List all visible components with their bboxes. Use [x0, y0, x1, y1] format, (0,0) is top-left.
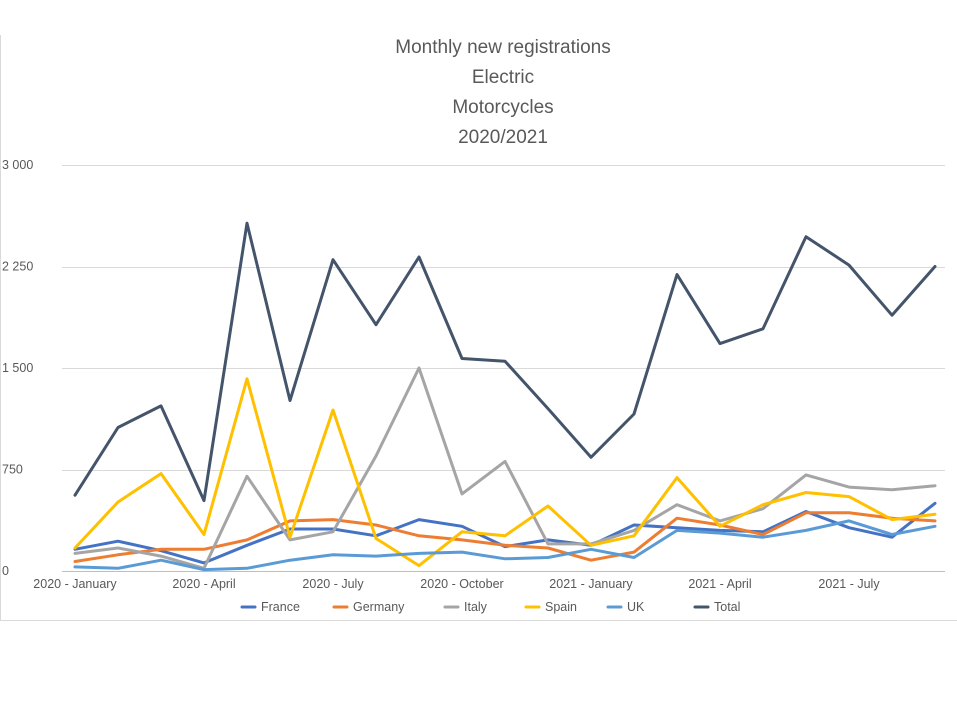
x-axis-ticks: 2020 - January 2020 - April 2020 - July 202… [33, 577, 880, 591]
y-tick-label: 2 250 [2, 260, 33, 274]
chart-title-line-1: Monthly new registrations [395, 37, 610, 58]
y-tick-label: 0 [2, 564, 9, 578]
legend-label-germany: Germany [353, 600, 405, 614]
chart-title-line-4: 2020/2021 [458, 127, 548, 148]
series-line-germany [73, 511, 937, 563]
y-tick-label: 1 500 [2, 361, 33, 375]
series-line-spain [73, 377, 937, 568]
y-axis-ticks: 0 750 1 500 2 250 3 000 [2, 158, 33, 578]
x-tick-label: 2020 - October [420, 577, 503, 591]
y-tick-label: 3 000 [2, 158, 33, 172]
chart-title-line-2: Electric [472, 67, 534, 88]
x-tick-label: 2021 - July [818, 577, 880, 591]
y-tick-label: 750 [2, 463, 23, 477]
series-line-total [73, 221, 937, 503]
legend-label-total: Total [714, 600, 740, 614]
x-tick-label: 2021 - January [549, 577, 633, 591]
gridlines [62, 165, 945, 572]
x-tick-label: 2020 - July [302, 577, 364, 591]
legend-label-uk: UK [627, 600, 645, 614]
x-tick-label: 2020 - January [33, 577, 117, 591]
chart-title-line-3: Motorcycles [452, 97, 553, 118]
legend-label-france: France [261, 600, 300, 614]
series-line-uk [73, 519, 937, 572]
legend: France Germany Italy Spain UK Total [240, 600, 740, 614]
x-tick-label: 2021 - April [688, 577, 751, 591]
series-line-italy [73, 366, 937, 570]
legend-label-italy: Italy [464, 600, 488, 614]
series-lines [73, 221, 937, 572]
legend-label-spain: Spain [545, 600, 577, 614]
x-tick-label: 2020 - April [172, 577, 235, 591]
